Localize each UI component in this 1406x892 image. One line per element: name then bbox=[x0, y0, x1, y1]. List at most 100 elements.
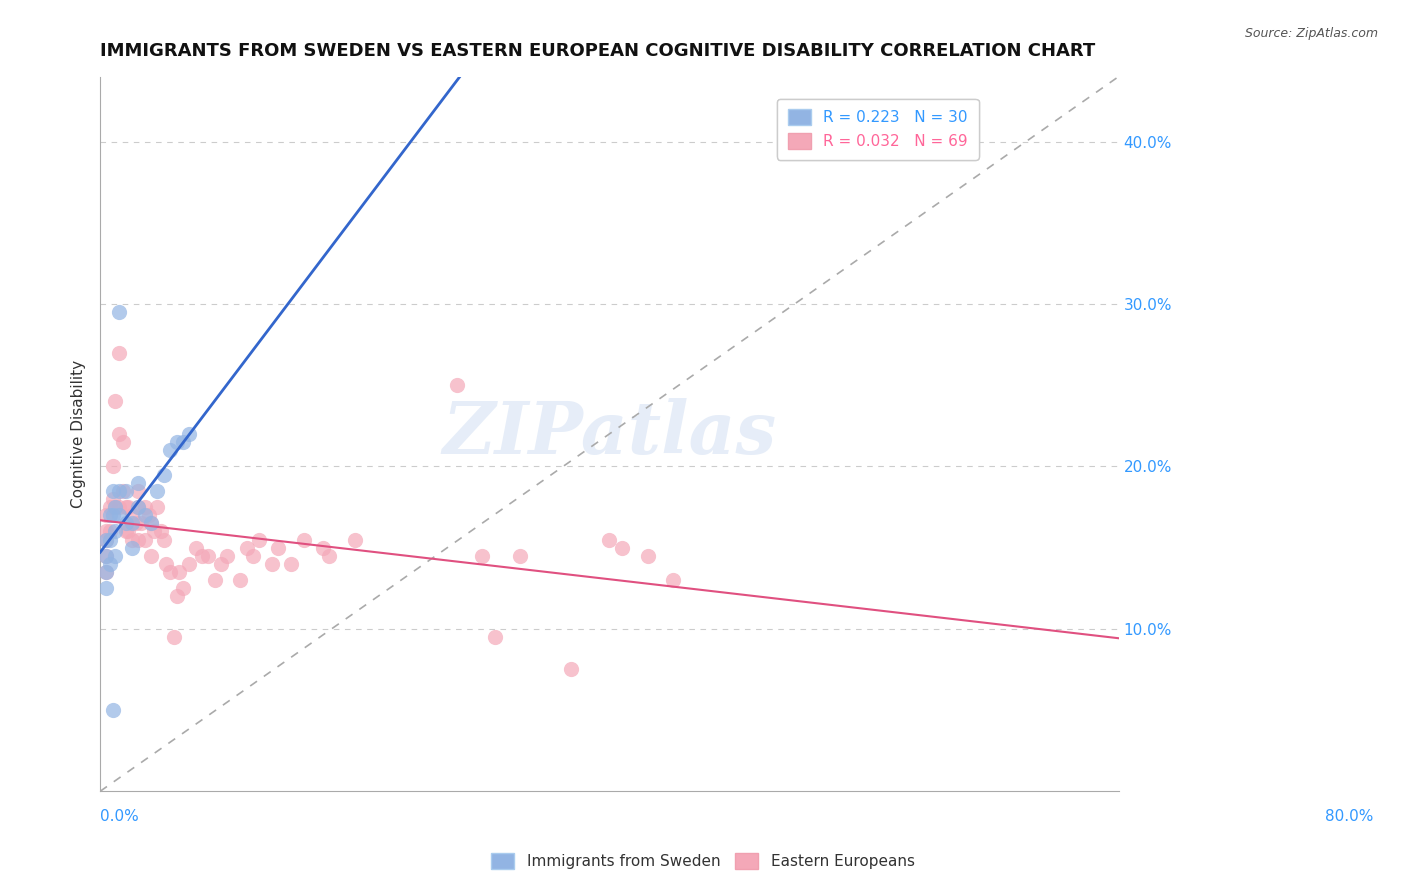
Point bbox=[662, 573, 685, 587]
Point bbox=[134, 508, 156, 523]
Point bbox=[142, 524, 165, 539]
Point bbox=[108, 508, 131, 523]
Point bbox=[98, 524, 121, 539]
Point bbox=[104, 394, 127, 409]
Point bbox=[108, 483, 131, 498]
Point bbox=[598, 533, 620, 547]
Point bbox=[104, 500, 127, 514]
Point bbox=[114, 500, 136, 514]
Point bbox=[260, 557, 283, 571]
Point bbox=[121, 533, 143, 547]
Point bbox=[127, 500, 149, 514]
Point bbox=[101, 491, 124, 506]
Point bbox=[235, 541, 257, 555]
Point bbox=[484, 630, 506, 644]
Point bbox=[163, 630, 186, 644]
Point bbox=[318, 549, 340, 563]
Point bbox=[114, 516, 136, 531]
Point bbox=[152, 467, 174, 482]
Point bbox=[179, 426, 201, 441]
Point bbox=[343, 533, 366, 547]
Point bbox=[112, 483, 135, 498]
Point bbox=[167, 565, 190, 579]
Text: ZIPatlas: ZIPatlas bbox=[443, 399, 776, 469]
Point bbox=[179, 557, 201, 571]
Point bbox=[242, 549, 264, 563]
Point bbox=[114, 524, 136, 539]
Point bbox=[229, 573, 252, 587]
Point bbox=[101, 508, 124, 523]
Legend: R = 0.223   N = 30, R = 0.032   N = 69: R = 0.223 N = 30, R = 0.032 N = 69 bbox=[778, 98, 979, 160]
Point bbox=[204, 573, 226, 587]
Text: IMMIGRANTS FROM SWEDEN VS EASTERN EUROPEAN COGNITIVE DISABILITY CORRELATION CHAR: IMMIGRANTS FROM SWEDEN VS EASTERN EUROPE… bbox=[100, 42, 1095, 60]
Point bbox=[96, 508, 118, 523]
Text: 80.0%: 80.0% bbox=[1324, 809, 1374, 824]
Point bbox=[104, 500, 127, 514]
Point bbox=[129, 516, 152, 531]
Point bbox=[101, 703, 124, 717]
Point bbox=[127, 500, 149, 514]
Point bbox=[121, 508, 143, 523]
Point bbox=[108, 426, 131, 441]
Point bbox=[146, 500, 169, 514]
Point bbox=[139, 516, 162, 531]
Point bbox=[166, 590, 188, 604]
Legend: Immigrants from Sweden, Eastern Europeans: Immigrants from Sweden, Eastern European… bbox=[485, 847, 921, 875]
Point bbox=[121, 541, 143, 555]
Point bbox=[150, 524, 173, 539]
Point bbox=[108, 500, 131, 514]
Point bbox=[112, 435, 135, 450]
Point bbox=[217, 549, 239, 563]
Point bbox=[117, 500, 139, 514]
Point bbox=[172, 435, 194, 450]
Point bbox=[152, 533, 174, 547]
Point bbox=[138, 508, 160, 523]
Point bbox=[280, 557, 302, 571]
Point bbox=[471, 549, 494, 563]
Point bbox=[637, 549, 659, 563]
Point bbox=[104, 549, 127, 563]
Point bbox=[96, 565, 118, 579]
Point bbox=[560, 663, 582, 677]
Point bbox=[267, 541, 290, 555]
Point bbox=[96, 533, 118, 547]
Point bbox=[96, 549, 118, 563]
Point bbox=[127, 533, 149, 547]
Point bbox=[108, 345, 131, 359]
Point bbox=[98, 500, 121, 514]
Y-axis label: Cognitive Disability: Cognitive Disability bbox=[72, 359, 86, 508]
Point bbox=[101, 483, 124, 498]
Point bbox=[108, 305, 131, 319]
Point bbox=[191, 549, 214, 563]
Point bbox=[121, 516, 143, 531]
Point bbox=[98, 508, 121, 523]
Point bbox=[127, 483, 149, 498]
Point bbox=[127, 475, 149, 490]
Point bbox=[98, 557, 121, 571]
Point bbox=[139, 516, 162, 531]
Point bbox=[114, 483, 136, 498]
Point bbox=[159, 443, 181, 458]
Point bbox=[159, 565, 181, 579]
Point bbox=[146, 483, 169, 498]
Point bbox=[96, 581, 118, 595]
Text: Source: ZipAtlas.com: Source: ZipAtlas.com bbox=[1244, 27, 1378, 40]
Point bbox=[312, 541, 335, 555]
Point bbox=[125, 516, 148, 531]
Point bbox=[172, 581, 194, 595]
Point bbox=[117, 524, 139, 539]
Point bbox=[610, 541, 633, 555]
Point bbox=[509, 549, 531, 563]
Point bbox=[134, 500, 156, 514]
Point bbox=[292, 533, 315, 547]
Point bbox=[247, 533, 270, 547]
Point bbox=[197, 549, 219, 563]
Point bbox=[166, 435, 188, 450]
Point bbox=[98, 533, 121, 547]
Point bbox=[139, 549, 162, 563]
Point bbox=[209, 557, 232, 571]
Text: 0.0%: 0.0% bbox=[100, 809, 139, 824]
Point bbox=[446, 378, 468, 392]
Point bbox=[184, 541, 207, 555]
Point bbox=[104, 524, 127, 539]
